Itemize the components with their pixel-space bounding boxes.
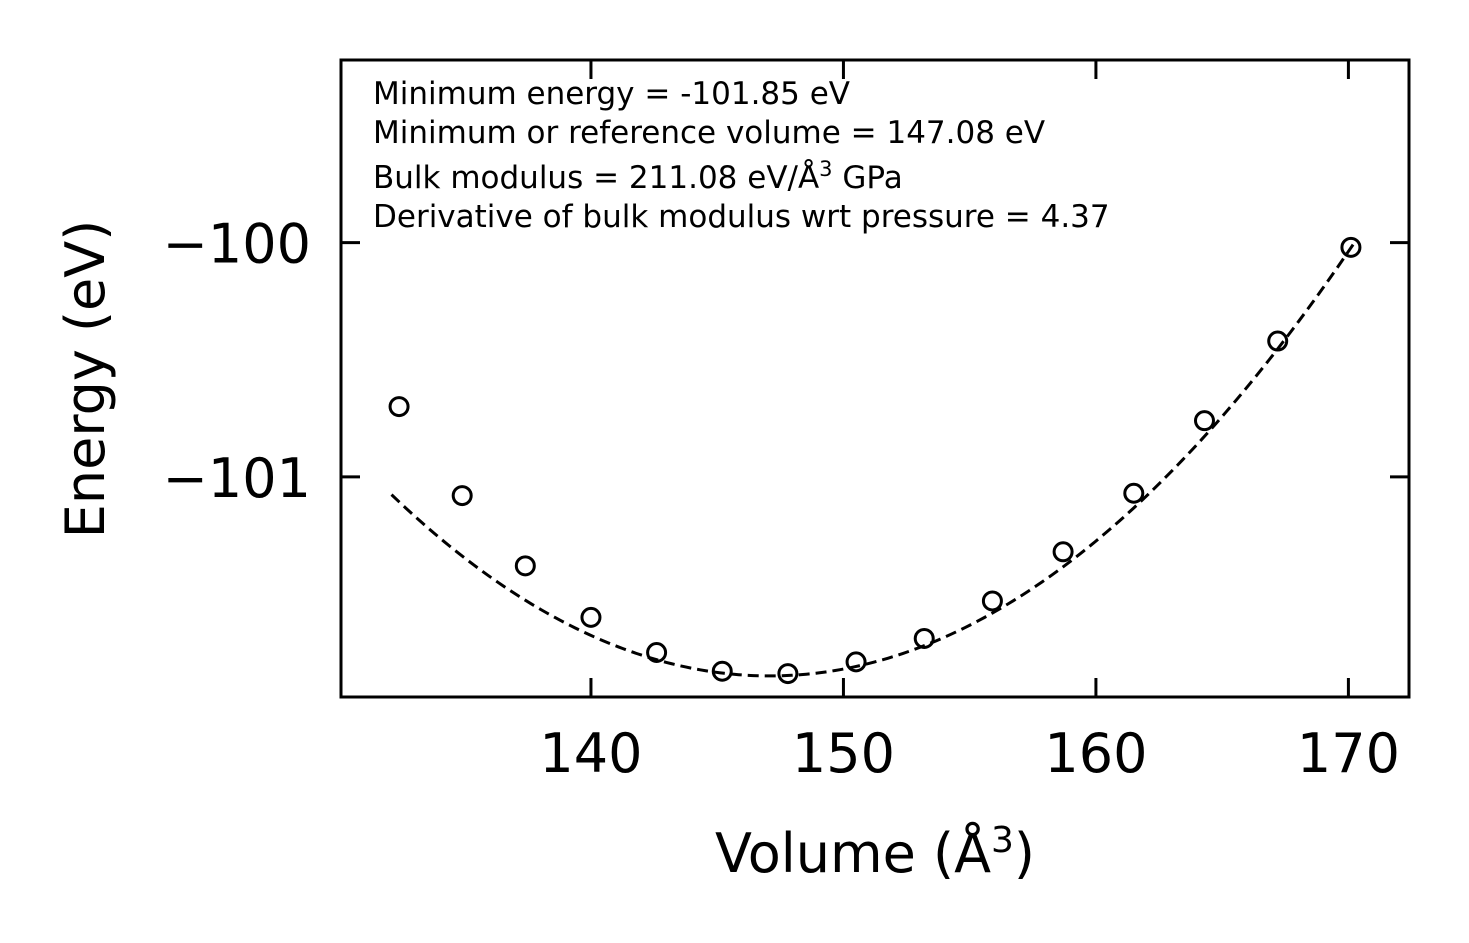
y-tick-label: −100 — [163, 213, 311, 276]
plot-frame — [339, 58, 1411, 699]
x-tick-label: 140 — [539, 722, 642, 785]
x-axis-title: Volume (Å3) — [715, 820, 1035, 885]
annotation-min-energy: Minimum energy = -101.85 eV — [373, 76, 850, 112]
data-point — [514, 555, 536, 577]
annotation-bulk-modulus: Bulk modulus = 211.08 eV/Å3 GPa — [373, 157, 903, 196]
data-point — [1193, 410, 1215, 432]
data-point — [1123, 482, 1145, 504]
data-point — [580, 606, 602, 628]
data-point — [451, 485, 473, 507]
data-point — [1267, 330, 1289, 352]
x-tick-label: 160 — [1044, 722, 1147, 785]
y-axis-title: Energy (eV) — [54, 220, 117, 539]
x-tick-label: 170 — [1297, 722, 1400, 785]
annotation-reference-volume: Minimum or reference volume = 147.08 eV — [373, 115, 1045, 151]
data-point — [913, 627, 935, 649]
data-point — [777, 663, 799, 685]
fit-curve — [390, 239, 1358, 678]
x-tick-label: 150 — [792, 722, 895, 785]
data-point — [845, 651, 867, 673]
y-tick-label: −101 — [163, 447, 311, 510]
data-point — [1052, 541, 1074, 563]
data-point — [981, 590, 1003, 612]
data-point — [711, 660, 733, 682]
annotation-bulk-modulus-derivative: Derivative of bulk modulus wrt pressure … — [373, 199, 1110, 235]
data-point — [646, 642, 668, 664]
data-point — [1340, 236, 1362, 258]
data-point — [388, 396, 410, 418]
